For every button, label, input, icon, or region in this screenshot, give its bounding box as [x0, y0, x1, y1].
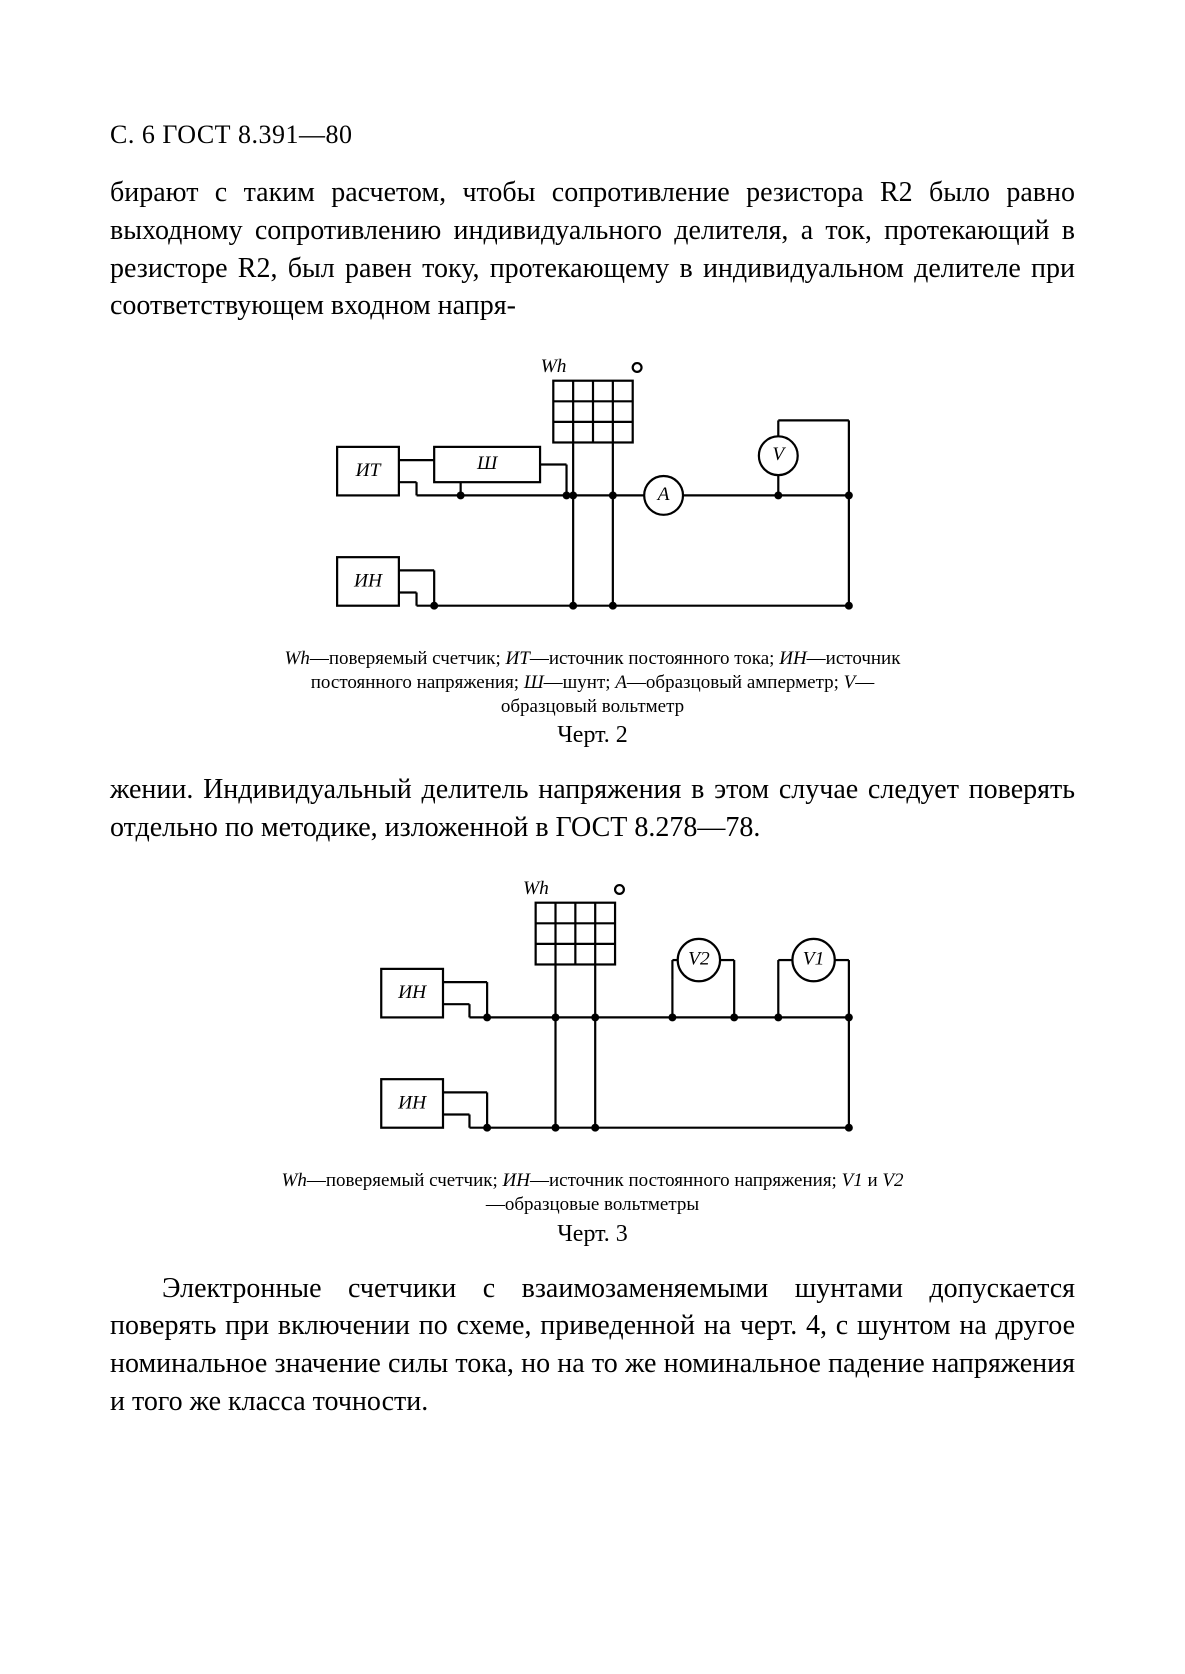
svg-text:Wh: Wh: [540, 356, 566, 377]
svg-text:V1: V1: [802, 949, 824, 970]
figure-2-svg: Wh ИН V2 V1 ИН: [283, 863, 903, 1163]
svg-text:ИТ: ИТ: [354, 460, 381, 481]
svg-text:A: A: [655, 484, 669, 505]
svg-text:ИН: ИН: [397, 982, 427, 1003]
paragraph-2: жении. Индивидуальный делитель напряжени…: [110, 771, 1075, 847]
page-header: С. 6 ГОСТ 8.391—80: [110, 120, 1075, 150]
figure-2-caption: Черт. 3: [110, 1221, 1075, 1248]
svg-text:Wh: Wh: [523, 878, 549, 899]
page: С. 6 ГОСТ 8.391—80 бирают с таким расчет…: [0, 0, 1185, 1674]
svg-text:ИН: ИН: [352, 571, 382, 592]
svg-text:ИН: ИН: [397, 1092, 427, 1113]
paragraph-3: Электронные счетчики с взаимозаменяемыми…: [110, 1270, 1075, 1421]
svg-text:Ш: Ш: [475, 453, 498, 474]
figure-1: WhИТШAVИН Wh—поверяемый счетчик; ИТ—исто…: [110, 341, 1075, 749]
figure-2-legend: Wh—поверяемый счетчик; ИН—источник посто…: [273, 1169, 913, 1217]
figure-1-svg: WhИТШAVИН: [283, 341, 903, 641]
paragraph-1: бирают с таким расчетом, чтобы сопротивл…: [110, 174, 1075, 325]
figure-1-caption: Черт. 2: [110, 722, 1075, 749]
svg-text:V2: V2: [688, 949, 710, 970]
figure-1-legend: Wh—поверяемый счетчик; ИТ—источник посто…: [273, 647, 913, 718]
figure-2: Wh ИН V2 V1 ИН Wh—поверяемый счетчик; ИН—ист…: [110, 863, 1075, 1248]
